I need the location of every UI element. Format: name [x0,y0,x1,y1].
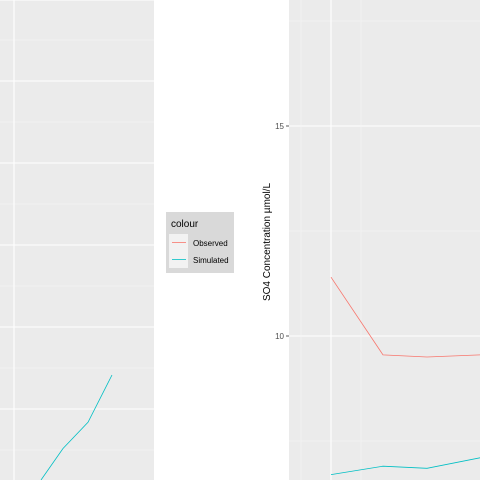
right-panel-lines [330,276,480,475]
right-panel-background [289,0,480,480]
right-series-line-observed [330,276,480,358]
legend-entry-simulated: Simulated [169,251,229,268]
left-panel-lines [40,374,113,480]
left-panel [0,0,154,480]
right-panel-y-axis: 10 15 [275,122,289,341]
y-tick-label: 10 [275,332,284,341]
y-tick-label: 15 [275,122,284,131]
legend-title: colour [171,219,199,230]
left-series-line-simulated [40,374,113,480]
left-panel-background [0,0,154,480]
y-axis-title: SO4 Concentration µmol/L [262,183,273,301]
legend-entry-observed: Observed [169,234,228,251]
right-series-line-simulated [330,457,480,475]
legend-label-simulated: Simulated [193,256,229,265]
left-panel-grid [0,0,154,480]
right-panel: SO4 Concentration µmol/L 10 15 [262,0,480,480]
legend-label-observed: Observed [193,239,228,248]
legend: colour Observed Simulated [166,212,234,273]
right-panel-grid [289,0,480,480]
